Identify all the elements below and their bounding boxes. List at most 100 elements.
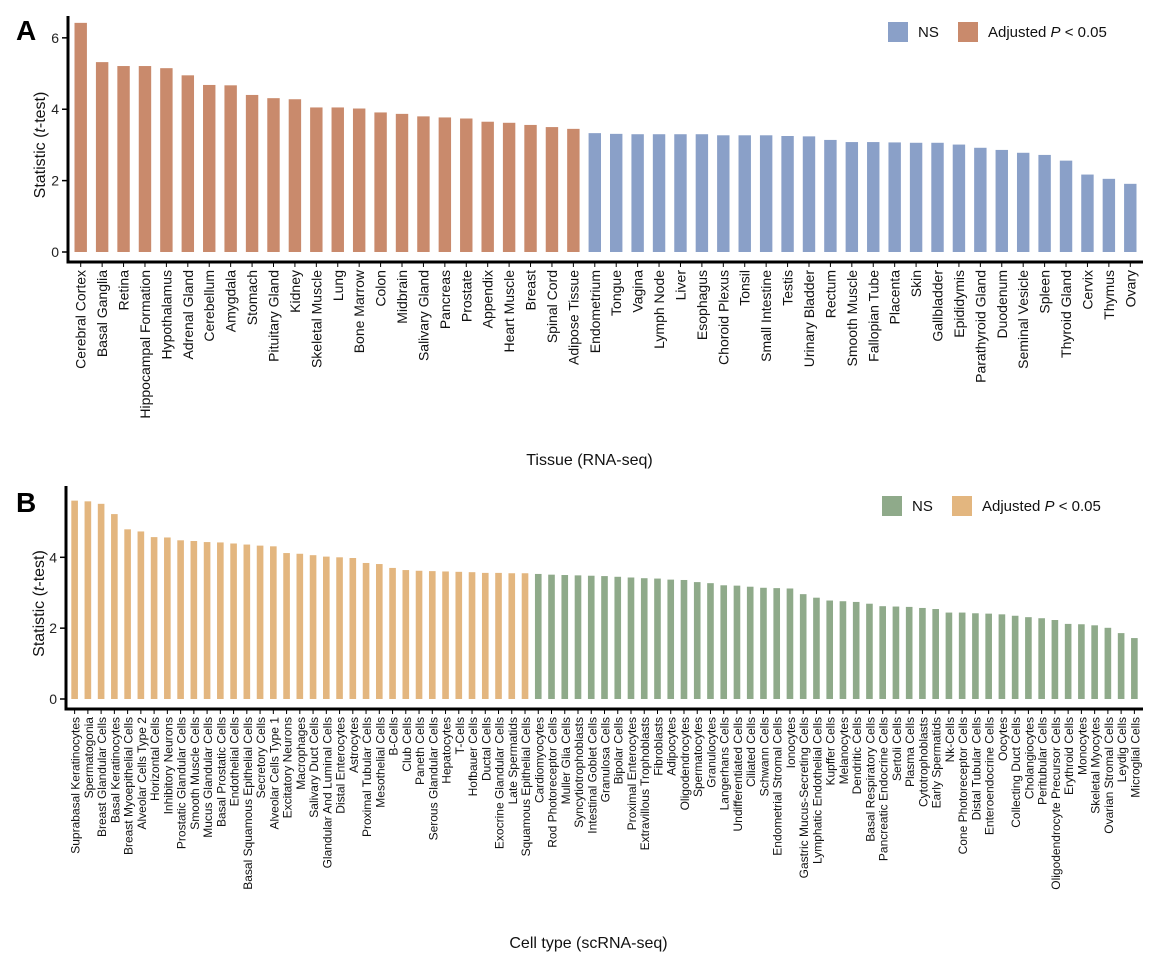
x-tick-label: Syncytiotrophoblasts	[572, 717, 586, 828]
x-tick-label: Cytotrophoblasts	[916, 717, 930, 807]
x-tick-label: Kidney	[287, 270, 303, 313]
bar	[203, 84, 216, 253]
bar	[111, 514, 118, 699]
x-tick-label: Spermatocytes	[691, 717, 705, 797]
bar	[534, 573, 542, 699]
x-tick-label: Microglial Cells	[1128, 717, 1142, 798]
x-tick-label: Colon	[373, 270, 389, 307]
x-tick-label: Esophagus	[694, 270, 710, 340]
x-tick-label: Basal Respiratory Cells	[863, 717, 877, 842]
bar	[349, 558, 357, 699]
x-tick-label: Erythroid Cells	[1062, 717, 1076, 795]
x-tick-label: Exocrine Glandular Cells	[493, 717, 507, 849]
bar	[879, 606, 886, 699]
bar	[1131, 638, 1138, 699]
bar	[932, 609, 939, 699]
x-tick-label: Breast Myoepithelial Cells	[122, 717, 136, 855]
bar	[481, 121, 494, 252]
bar	[905, 606, 913, 699]
bar	[323, 556, 330, 699]
x-tick-label: Hepatocytes	[440, 717, 454, 784]
x-tick-label: Ovarian Stromal Cells	[1102, 717, 1116, 834]
bar	[296, 553, 304, 699]
bar	[267, 98, 280, 252]
bar	[95, 62, 109, 253]
x-tick-label: Liver	[672, 270, 688, 301]
bar	[545, 127, 559, 252]
x-tick-label: Parathyroid Gland	[972, 270, 988, 383]
bar	[1025, 617, 1032, 699]
bar	[1038, 618, 1045, 699]
x-tick-label: Basal Keratinocytes	[108, 717, 122, 823]
bar	[717, 135, 730, 252]
x-tick-label: Ciliated Cells	[744, 717, 758, 787]
x-tick-label: Lung	[330, 270, 346, 301]
x-tick-label: Amygdala	[223, 270, 239, 332]
bar	[952, 144, 966, 252]
bar	[336, 557, 343, 699]
bar	[627, 577, 635, 699]
x-tick-label: Leydig Cells	[1115, 717, 1129, 782]
x-tick-label: Seminal Vesicle	[1015, 270, 1031, 369]
bar	[74, 22, 87, 252]
x-tick-label: Granulosa Cells	[599, 717, 613, 802]
x-tick-label: Breast Glandular Cells	[95, 717, 109, 837]
bar	[1104, 627, 1112, 699]
bar	[587, 575, 595, 699]
x-tick-label: Spleen	[1037, 270, 1053, 314]
x-tick-label: Testis	[780, 270, 796, 306]
bar	[1091, 625, 1098, 699]
bar	[310, 107, 323, 252]
x-tick-label: Thyroid Gland	[1058, 270, 1074, 358]
bar	[1102, 178, 1116, 252]
panel-b: B 0 2 4 Suprabasal Keratinocytes Spermatogoni…	[16, 486, 1143, 952]
bar	[1016, 152, 1030, 252]
x-tick-label: Muller Glia Cells	[559, 717, 573, 804]
x-tick-label: Alveolar Cells Type 1	[267, 717, 281, 830]
bar	[415, 570, 423, 699]
x-tick-label: Macrophages	[294, 717, 308, 790]
x-tick-label: Excitatory Neurons	[281, 717, 295, 818]
x-tick-label: Oocytes	[996, 717, 1010, 761]
x-tick-label: Adipose Tissue	[565, 270, 581, 365]
x-tick-label: Salivary Gland	[415, 270, 431, 361]
bar	[813, 597, 820, 699]
bar	[548, 574, 555, 699]
panel-letter: B	[16, 487, 36, 518]
x-tick-label: Serous Glandular Cells	[426, 717, 440, 840]
legend-label: NS	[912, 498, 933, 515]
legend-swatch	[882, 496, 902, 516]
x-tick-label: Late Spermatids	[506, 717, 520, 804]
x-tick-label: Lymph Node	[651, 270, 667, 349]
x-tick-label: Ovary	[1122, 270, 1138, 307]
x-tick-label: Fibroblasts	[651, 717, 665, 776]
x-tick-label: Duodenum	[994, 270, 1010, 339]
x-tick-label: Adrenal Gland	[180, 270, 196, 360]
bar	[1038, 154, 1051, 252]
bar	[270, 546, 277, 699]
bar	[309, 555, 317, 699]
x-tick-label: Inhibitory Neurons	[161, 717, 175, 814]
x-tick-label: Dendritic Cells	[850, 717, 864, 794]
x-tick-label: Peritubular Cells	[1036, 717, 1050, 805]
bar	[428, 571, 436, 699]
x-tick-label: Nk-Cells	[943, 717, 957, 762]
bar	[614, 576, 622, 699]
y-tick-label: 6	[51, 30, 59, 46]
legend-swatch	[958, 22, 978, 42]
bar	[720, 585, 728, 699]
bar	[738, 135, 751, 252]
bar	[1081, 174, 1094, 252]
x-tick-label: Hippocampal Formation	[137, 270, 153, 419]
bar	[888, 142, 901, 252]
x-tick-label: Tonsil	[737, 270, 753, 306]
x-tick-label: Distal Enterocytes	[334, 717, 348, 814]
x-tick-label: Astrocytes	[347, 717, 361, 773]
bar	[958, 612, 966, 699]
bar	[224, 85, 237, 252]
legend-swatch	[888, 22, 908, 42]
bar	[150, 537, 158, 699]
bar	[1078, 624, 1085, 699]
y-axis-title: Statistic (t-test)	[32, 92, 49, 199]
bar	[362, 562, 370, 699]
